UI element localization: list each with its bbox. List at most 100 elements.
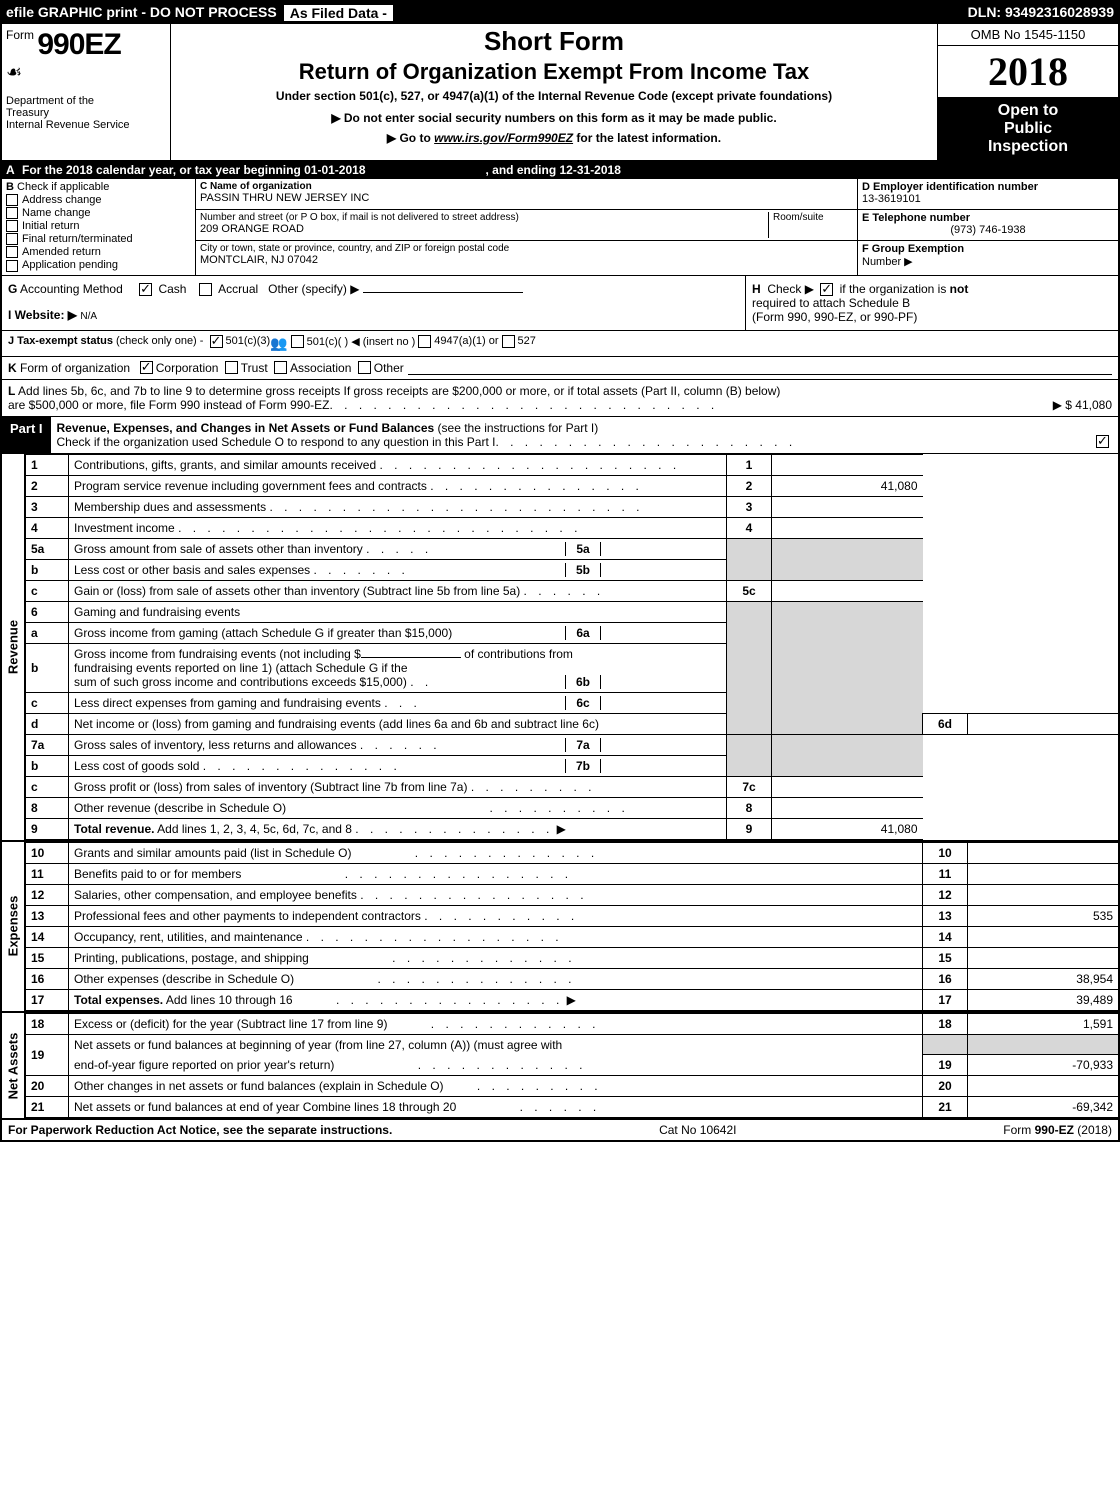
- footer-cat-no: Cat No 10642I: [659, 1123, 736, 1137]
- line-7a: 7aGross sales of inventory, less returns…: [26, 734, 1118, 755]
- header-mid: Short Form Return of Organization Exempt…: [171, 24, 938, 160]
- j-501c: 501(c)( ) ◀ (insert no ): [307, 335, 416, 352]
- col-c: C Name of organization PASSIN THRU NEW J…: [196, 179, 858, 275]
- dept-line1: Department of the: [6, 95, 166, 107]
- check-h[interactable]: [820, 283, 833, 296]
- line-9: 9Total revenue. Add lines 1, 2, 3, 4, 5c…: [26, 818, 1118, 839]
- row-a-text: For the 2018 calendar year, or tax year …: [22, 163, 366, 177]
- open-to-public: Open to Public Inspection: [938, 98, 1118, 160]
- line-5c: cGain or (loss) from sale of assets othe…: [26, 580, 1118, 601]
- check-amended-return[interactable]: Amended return: [6, 246, 191, 258]
- b-label: B: [6, 181, 14, 193]
- ein-value: 13-3619101: [862, 193, 1114, 205]
- form-number: 990EZ: [37, 28, 120, 61]
- goto-pre: ▶ Go to: [387, 131, 434, 145]
- check-501c[interactable]: [291, 335, 304, 348]
- line-12: 12Salaries, other compensation, and empl…: [26, 884, 1118, 905]
- revenue-section: Revenue 1Contributions, gifts, grants, a…: [2, 454, 1118, 840]
- line-1: 1Contributions, gifts, grants, and simil…: [26, 454, 1118, 475]
- check-final-return[interactable]: Final return/terminated: [6, 233, 191, 245]
- check-4947[interactable]: [418, 335, 431, 348]
- h-text4: (Form 990, 990-EZ, or 990-PF): [752, 310, 1112, 324]
- j-4947: 4947(a)(1) or: [434, 335, 498, 352]
- line-7c: cGross profit or (loss) from sales of in…: [26, 776, 1118, 797]
- block-bcd: B Check if applicable Address change Nam…: [2, 179, 1118, 276]
- tax-year: 2018: [938, 46, 1118, 98]
- part1-title: Revenue, Expenses, and Changes in Net As…: [57, 421, 435, 435]
- line-13: 13Professional fees and other payments t…: [26, 905, 1118, 926]
- k-text: Form of organization: [20, 361, 130, 375]
- footer: For Paperwork Reduction Act Notice, see …: [2, 1118, 1118, 1140]
- footer-right: Form 990-EZ (2018): [1003, 1123, 1112, 1137]
- cash-label: Cash: [158, 282, 186, 296]
- under-section: Under section 501(c), 527, or 4947(a)(1)…: [179, 89, 929, 103]
- group-number-label: Number ▶: [862, 255, 1114, 268]
- row-j: J Tax-exempt status (check only one) - 5…: [2, 331, 1118, 357]
- addr-label: Number and street (or P O box, if mail i…: [200, 212, 768, 223]
- footer-left: For Paperwork Reduction Act Notice, see …: [8, 1123, 392, 1137]
- other-label: Other (specify) ▶: [268, 282, 359, 296]
- part1-tag: Part I: [2, 417, 51, 453]
- check-association[interactable]: [274, 361, 287, 374]
- k-corp: Corporation: [156, 361, 219, 375]
- line-21: 21Net assets or fund balances at end of …: [26, 1097, 1118, 1118]
- k-other: Other: [374, 361, 404, 375]
- row-k: K Form of organization Corporation Trust…: [2, 357, 1118, 380]
- i-website-label: I Website: ▶: [8, 308, 77, 322]
- net-assets-section: Net Assets 18Excess or (deficit) for the…: [2, 1011, 1118, 1119]
- website-value: N/A: [80, 311, 97, 322]
- dept-line3: Internal Revenue Service: [6, 119, 166, 131]
- line-6c: cLess direct expenses from gaming and fu…: [26, 692, 1118, 713]
- header-left: Form 990EZ ☙ Department of the Treasury …: [2, 24, 171, 160]
- check-other[interactable]: [358, 361, 371, 374]
- expenses-label: Expenses: [6, 896, 21, 957]
- row-a-label: A: [6, 163, 22, 177]
- g-text: Accounting Method: [20, 282, 123, 296]
- part1-rest: (see the instructions for Part I): [434, 421, 598, 435]
- h-text2: if the organization is: [840, 282, 950, 296]
- check-schedule-o[interactable]: [1096, 435, 1109, 448]
- open-line1: Open to: [940, 102, 1116, 120]
- return-title: Return of Organization Exempt From Incom…: [179, 59, 929, 85]
- check-address-change[interactable]: Address change: [6, 194, 191, 206]
- h-not: not: [950, 282, 969, 296]
- line-14: 14Occupancy, rent, utilities, and mainte…: [26, 926, 1118, 947]
- irs-link[interactable]: www.irs.gov/Form990EZ: [434, 131, 573, 145]
- check-name-change[interactable]: Name change: [6, 207, 191, 219]
- check-trust[interactable]: [225, 361, 238, 374]
- line-19: 19Net assets or fund balances at beginni…: [26, 1034, 1118, 1055]
- room-label: Room/suite: [773, 212, 853, 223]
- accrual-label: Accrual: [218, 282, 258, 296]
- line-5a: 5aGross amount from sale of assets other…: [26, 538, 1118, 559]
- dln-label: DLN: 93492316028939: [968, 4, 1114, 22]
- efile-label: efile GRAPHIC print - DO NOT PROCESS: [6, 4, 277, 22]
- h-check: Check ▶: [767, 282, 814, 296]
- check-initial-return[interactable]: Initial return: [6, 220, 191, 232]
- k-trust: Trust: [241, 361, 268, 375]
- j-paren: (check only one) -: [116, 335, 203, 352]
- open-line3: Inspection: [940, 138, 1116, 156]
- net-assets-label: Net Assets: [6, 1032, 21, 1099]
- b-heading: Check if applicable: [17, 181, 109, 193]
- check-501c3[interactable]: [210, 335, 223, 348]
- check-application-pending[interactable]: Application pending: [6, 259, 191, 271]
- goto-post: for the latest information.: [573, 131, 721, 145]
- line-6d: dNet income or (loss) from gaming and fu…: [26, 713, 1118, 734]
- do-not-enter: ▶ Do not enter social security numbers o…: [179, 111, 929, 125]
- k-assoc: Association: [290, 361, 351, 375]
- l-text2: are $500,000 or more, file Form 990 inst…: [8, 398, 330, 412]
- line-11: 11Benefits paid to or for members . . . …: [26, 863, 1118, 884]
- line-2: 2Program service revenue including gover…: [26, 475, 1118, 496]
- check-corporation[interactable]: [140, 361, 153, 374]
- street-address: 209 ORANGE ROAD: [200, 223, 768, 235]
- check-cash[interactable]: [139, 283, 152, 296]
- city-state-zip: MONTCLAIR, NJ 07042: [200, 254, 853, 266]
- check-527[interactable]: [502, 335, 515, 348]
- line-18: 18Excess or (deficit) for the year (Subt…: [26, 1013, 1118, 1034]
- group-exemption-label: F Group Exemption: [862, 243, 964, 255]
- check-accrual[interactable]: [199, 283, 212, 296]
- tel-value: (973) 746-1938: [862, 224, 1114, 236]
- j-501c3: 501(c)(3): [226, 335, 271, 352]
- ein-label: D Employer identification number: [862, 181, 1038, 193]
- line-6b: b Gross income from fundraising events (…: [26, 643, 1118, 692]
